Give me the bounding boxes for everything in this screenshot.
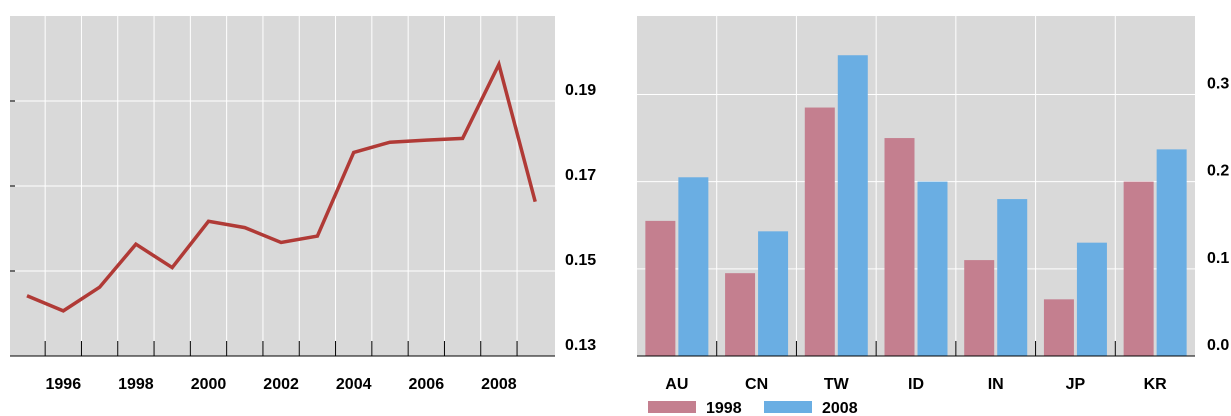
x-category-label: KR: [1144, 376, 1168, 393]
bar-2008-cn: [758, 231, 789, 356]
legend-label-2008: 2008: [822, 400, 858, 416]
x-category-label: CN: [745, 376, 768, 393]
x-tick-label: 1996: [46, 376, 82, 393]
legend-label-1998: 1998: [706, 400, 742, 416]
line-chart: 1996 1998 2000 2002 2004 2006 2008 0.13 0.15 0.17…: [10, 16, 596, 393]
bar-1998-id: [884, 138, 915, 356]
legend-swatch-2008: [764, 401, 812, 413]
bar-2008-in: [997, 199, 1028, 356]
bar-1998-jp: [1043, 299, 1074, 356]
y-tick-label: 0.15: [565, 252, 596, 269]
bar-1998-au: [645, 220, 676, 356]
bar-1998-cn: [725, 273, 756, 356]
plot-background: [637, 16, 1195, 356]
x-tick-label: 2002: [263, 376, 299, 393]
legend-swatch-1998: [648, 401, 696, 413]
bar-1998-in: [964, 260, 995, 356]
x-category-label: ID: [908, 376, 924, 393]
x-tick-label: 2004: [336, 376, 372, 393]
y-tick-label: 0.3: [1207, 75, 1229, 92]
bar-chart: AU CN TW ID IN JP KR 0.0 0.1 0.2 0.3 1998 2008: [637, 16, 1229, 416]
x-category-label: JP: [1066, 376, 1086, 393]
y-tick-label: 0.13: [565, 337, 596, 354]
x-category-label: AU: [665, 376, 688, 393]
y-tick-label: 0.0: [1207, 337, 1229, 354]
bar-2008-jp: [1076, 242, 1107, 356]
y-tick-label: 0.19: [565, 82, 596, 99]
y-tick-label: 0.1: [1207, 250, 1229, 267]
x-tick-label: 1998: [118, 376, 154, 393]
y-tick-label: 0.2: [1207, 163, 1229, 180]
bar-2008-tw: [837, 55, 868, 356]
bar-2008-au: [678, 177, 709, 356]
y-tick-label: 0.17: [565, 167, 596, 184]
bar-1998-tw: [804, 107, 835, 357]
bar-2008-kr: [1156, 149, 1187, 356]
x-category-label: TW: [824, 376, 850, 393]
bar-1998-kr: [1123, 181, 1154, 356]
bar-2008-id: [917, 181, 948, 356]
legend: 1998 2008: [648, 400, 858, 416]
x-tick-label: 2008: [481, 376, 517, 393]
x-category-label: IN: [988, 376, 1004, 393]
x-tick-label: 2000: [191, 376, 227, 393]
x-tick-label: 2006: [409, 376, 445, 393]
